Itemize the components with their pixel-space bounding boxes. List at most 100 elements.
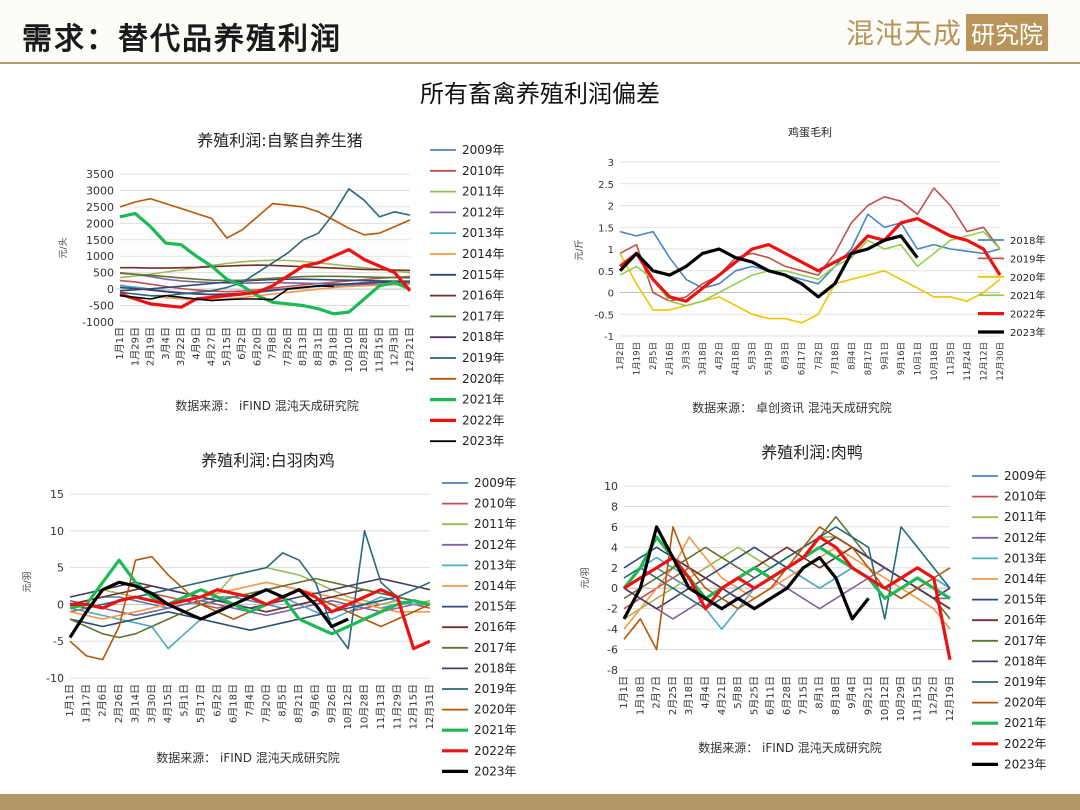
x-tick-label: 8月17日 xyxy=(864,342,874,375)
legend-label: 2018年 xyxy=(474,661,517,675)
series-line xyxy=(622,525,870,621)
x-tick-label: 11月15日 xyxy=(911,676,923,721)
legend-label: 2017年 xyxy=(1004,634,1047,648)
x-tick-label: 4月4日 xyxy=(700,676,712,709)
legend-label: 2022年 xyxy=(462,413,505,427)
legend-label: 2013年 xyxy=(474,558,517,572)
x-tick-label: 6月3日 xyxy=(781,342,791,370)
y-tick-label: -5 xyxy=(53,635,64,648)
header: 需求：替代品养殖利润 混沌天成 研究院 xyxy=(0,0,1080,64)
x-tick-label: 10月28日 xyxy=(359,684,371,729)
source-note: 数据来源： iFIND 混沌天成研究院 xyxy=(175,398,359,413)
x-tick-label: 1月1日 xyxy=(114,327,126,360)
x-tick-label: 1月19日 xyxy=(633,342,643,375)
legend-label: 2011年 xyxy=(462,185,505,199)
series-line xyxy=(119,259,411,279)
source-note: 数据来源： iFIND 混沌天成研究院 xyxy=(156,750,340,765)
x-tick-label: 7月20日 xyxy=(260,684,272,723)
legend-label: 2020年 xyxy=(1010,271,1045,284)
legend-label: 2013年 xyxy=(462,226,505,240)
logo-box: 研究院 xyxy=(966,13,1049,51)
x-tick-label: 12月15日 xyxy=(408,684,420,729)
y-tick-label: -4 xyxy=(607,623,618,636)
x-tick-label: 4月15日 xyxy=(162,684,174,723)
legend-label: 2017年 xyxy=(474,641,517,655)
x-tick-label: 1月2日 xyxy=(616,342,626,370)
x-tick-label: 2月26日 xyxy=(113,684,125,723)
y-tick-label: 10 xyxy=(50,525,64,538)
legend-label: 2018年 xyxy=(1004,654,1047,668)
x-tick-label: 8月21日 xyxy=(293,684,305,723)
y-tick-label: 0 xyxy=(57,598,64,611)
x-tick-label: 6月2日 xyxy=(236,327,248,360)
x-tick-label: 2月16日 xyxy=(666,342,676,375)
y-tick-label: 1500 xyxy=(86,234,114,247)
x-tick-label: 11月5日 xyxy=(946,342,956,375)
y-axis-label: 元/斤 xyxy=(574,239,585,260)
y-tick-label: -1 xyxy=(604,332,614,343)
x-tick-label: 10月10日 xyxy=(343,327,355,372)
legend-label: 2021年 xyxy=(1004,716,1047,730)
x-tick-label: 7月4日 xyxy=(244,684,256,717)
series-line xyxy=(623,536,951,630)
legend-label: 2022年 xyxy=(474,744,517,758)
x-tick-label: 1月18日 xyxy=(634,676,646,715)
legend-label: 2019年 xyxy=(462,351,505,365)
y-tick-label: 4 xyxy=(611,541,618,554)
legend-label: 2021年 xyxy=(1010,289,1045,302)
y-tick-label: 2 xyxy=(608,202,614,213)
chart-title: 养殖利润:肉鸭 xyxy=(761,443,862,462)
x-tick-label: 12月12日 xyxy=(979,342,989,381)
series-line xyxy=(120,264,411,272)
y-tick-label: -0.5 xyxy=(594,310,614,321)
x-tick-label: 3月18日 xyxy=(699,342,709,375)
x-tick-label: 4月21日 xyxy=(716,676,728,715)
x-tick-label: 8月1日 xyxy=(814,676,826,709)
legend-label: 2015年 xyxy=(462,268,505,282)
x-tick-label: 3月30日 xyxy=(146,684,158,723)
legend-label: 2012年 xyxy=(1004,531,1047,545)
series-line xyxy=(119,272,411,282)
legend-label: 2011年 xyxy=(474,517,517,531)
series-line xyxy=(623,526,951,620)
x-tick-label: 9月1日 xyxy=(880,342,890,370)
x-tick-label: 9月21日 xyxy=(863,676,875,715)
x-tick-label: 6月28日 xyxy=(781,676,793,715)
y-axis-label: 元/头 xyxy=(58,237,69,258)
chart-title: 养殖利润:白羽肉鸡 xyxy=(201,451,334,470)
legend-label: 2011年 xyxy=(1004,510,1047,524)
y-tick-label: 8 xyxy=(611,500,618,513)
x-tick-label: 5月15日 xyxy=(221,327,233,366)
series-line xyxy=(619,213,1001,289)
x-tick-label: 6月2日 xyxy=(211,684,223,717)
chart-title: 养殖利润:自繁自养生猪 xyxy=(197,131,362,150)
x-tick-label: 5月3日 xyxy=(748,342,758,370)
x-tick-label: 7月18日 xyxy=(831,342,841,375)
y-tick-label: -1000 xyxy=(82,316,114,329)
x-tick-label: 7月15日 xyxy=(797,676,809,715)
series-line xyxy=(68,580,349,639)
legend-label: 2021年 xyxy=(474,723,517,737)
header-rule xyxy=(0,62,1080,64)
x-tick-label: 12月21日 xyxy=(404,327,416,372)
series-line xyxy=(119,281,411,296)
legend-label: 2013年 xyxy=(1004,551,1047,565)
legend-label: 2020年 xyxy=(1004,696,1047,710)
legend-label: 2010年 xyxy=(1004,490,1047,504)
x-tick-label: 9月26日 xyxy=(326,684,338,723)
x-tick-label: 10月1日 xyxy=(913,342,923,375)
x-tick-label: 1月1日 xyxy=(618,676,630,709)
x-tick-label: 2月6日 xyxy=(97,684,109,717)
x-tick-label: 6月11日 xyxy=(765,676,777,715)
x-tick-label: 12月31日 xyxy=(424,684,436,729)
series-line xyxy=(119,271,411,286)
y-tick-label: -6 xyxy=(607,644,618,657)
legend-label: 2021年 xyxy=(462,393,505,407)
x-tick-label: 5月19日 xyxy=(765,342,775,375)
x-tick-label: 7月26日 xyxy=(282,327,294,366)
y-tick-label: 3000 xyxy=(86,184,114,197)
x-tick-label: 4月9日 xyxy=(190,327,202,360)
x-tick-label: 3月22日 xyxy=(175,327,187,366)
legend-label: 2020年 xyxy=(474,703,517,717)
